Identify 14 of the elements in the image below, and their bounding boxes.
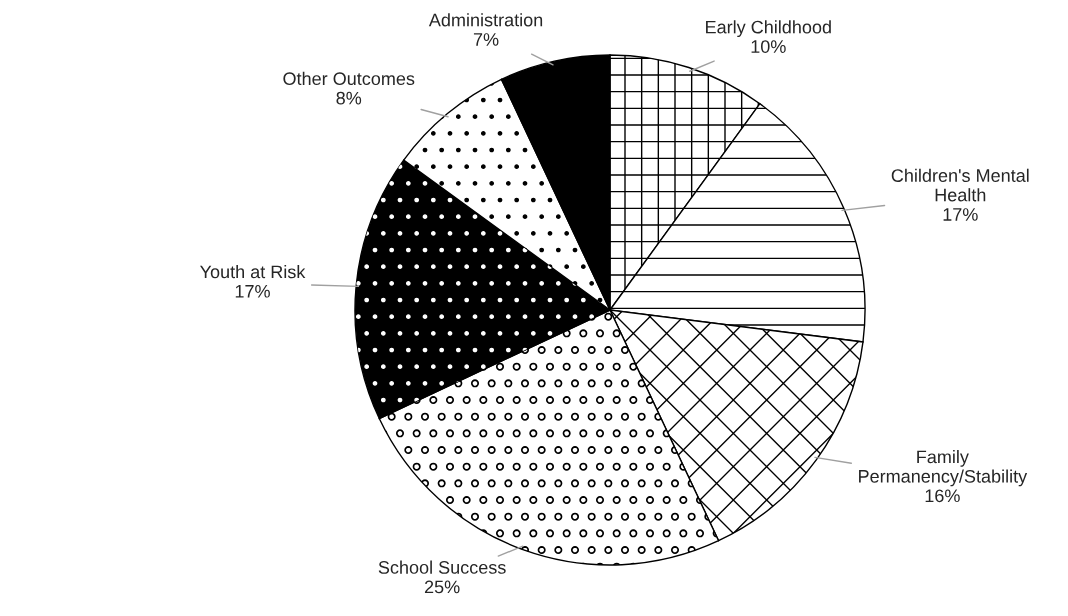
slice-label: Other Outcomes (283, 71, 415, 86)
data-label: 16% (925, 489, 960, 503)
slice-label: Early Childhood (706, 20, 831, 38)
data-label: 17% (235, 284, 270, 298)
slice-label: Administration (428, 13, 543, 27)
slice-label: Children's Mental Health (891, 168, 1029, 202)
slice-label: Youth at Risk (200, 264, 306, 279)
data-label: 10% (751, 40, 786, 53)
slice-label: School Success (378, 560, 506, 574)
slice-label: Family Permanency/Stability (859, 450, 1028, 487)
data-label: 7% (473, 33, 499, 46)
data-label: 25% (424, 580, 460, 594)
data-label: 17% (943, 208, 978, 221)
data-label: 8% (336, 91, 362, 105)
